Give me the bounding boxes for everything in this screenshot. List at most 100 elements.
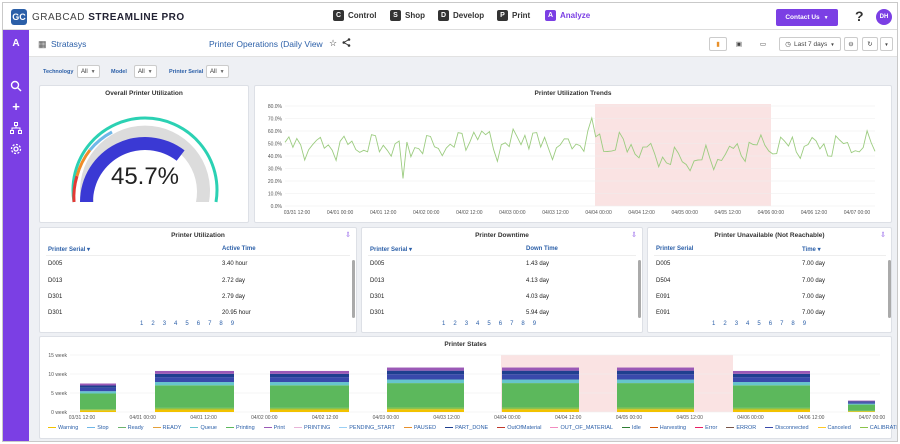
- state-bar-segment[interactable]: [270, 382, 349, 386]
- legend-item[interactable]: Disconnected: [765, 425, 809, 431]
- table-cell[interactable]: D301: [48, 310, 63, 316]
- state-bar-segment[interactable]: [387, 370, 464, 375]
- nav-develop[interactable]: D Develop: [438, 10, 484, 21]
- gear-icon[interactable]: [10, 143, 22, 155]
- state-bar-segment[interactable]: [617, 407, 694, 410]
- page-link[interactable]: 5: [185, 321, 189, 327]
- dashboard-title[interactable]: Printer Operations (Daily View: [209, 39, 323, 49]
- legend-item[interactable]: PENDING_START: [339, 425, 395, 431]
- star-icon[interactable]: ☆: [329, 38, 338, 48]
- share-icon[interactable]: [342, 38, 351, 49]
- table-cell[interactable]: 2.72 day: [222, 278, 246, 284]
- legend-item[interactable]: Queue: [190, 425, 217, 431]
- table-cell[interactable]: 4.03 day: [526, 294, 550, 300]
- legend-item[interactable]: Harvesting: [649, 425, 686, 431]
- state-bar-segment[interactable]: [270, 385, 349, 408]
- legend-item[interactable]: ERROR: [726, 425, 756, 431]
- page-link[interactable]: 6: [196, 321, 201, 327]
- table-cell[interactable]: 5.94 day: [526, 310, 550, 316]
- state-bar-segment[interactable]: [80, 393, 116, 410]
- page-link[interactable]: 1: [140, 321, 144, 327]
- page-link[interactable]: 5: [487, 321, 491, 327]
- state-bar-segment[interactable]: [617, 379, 694, 384]
- page-link[interactable]: 9: [802, 321, 807, 327]
- col-time[interactable]: Time ▾: [802, 246, 821, 253]
- page-link[interactable]: 7: [780, 321, 784, 327]
- table-cell[interactable]: D504: [656, 278, 671, 284]
- state-bar-segment[interactable]: [387, 379, 464, 384]
- state-bar-segment[interactable]: [387, 374, 464, 380]
- page-link[interactable]: 8: [521, 321, 525, 327]
- table-cell[interactable]: D005: [370, 261, 385, 267]
- refresh-interval-icon[interactable]: ▼: [880, 37, 893, 51]
- table-scrollbar[interactable]: [352, 260, 355, 318]
- save-icon[interactable]: ▣: [732, 37, 746, 51]
- table-cell[interactable]: 4.13 day: [526, 278, 550, 284]
- state-bar-segment[interactable]: [270, 370, 349, 374]
- nav-shop[interactable]: S Shop: [390, 10, 425, 21]
- tv-mode-icon[interactable]: ▭: [756, 37, 770, 51]
- col-printer-serial[interactable]: Printer Serial ▾: [370, 246, 412, 253]
- table-cell[interactable]: D301: [370, 294, 385, 300]
- table-cell[interactable]: E091: [656, 310, 671, 316]
- state-bar-segment[interactable]: [155, 377, 234, 383]
- state-bar-segment[interactable]: [617, 370, 694, 375]
- col-printer-serial[interactable]: Printer Serial ▾: [48, 246, 90, 253]
- col-printer-serial[interactable]: Printer Serial: [656, 246, 694, 252]
- state-bar-segment[interactable]: [848, 411, 875, 412]
- state-bar-segment[interactable]: [848, 403, 875, 405]
- legend-item[interactable]: Idle: [621, 425, 641, 431]
- legend-item[interactable]: Canceled: [817, 425, 851, 431]
- state-bar-segment[interactable]: [80, 387, 116, 392]
- state-bar-segment[interactable]: [733, 385, 810, 408]
- state-bar-segment[interactable]: [387, 367, 464, 371]
- state-bar-segment[interactable]: [733, 370, 810, 374]
- refresh-icon[interactable]: ↻: [862, 37, 878, 51]
- page-link[interactable]: 4: [746, 321, 750, 327]
- col-active-time[interactable]: Active Time: [222, 246, 256, 252]
- table-cell[interactable]: 7.00 day: [802, 310, 826, 316]
- page-link[interactable]: 5: [757, 321, 761, 327]
- state-bar-segment[interactable]: [848, 401, 875, 403]
- legend-item[interactable]: PAUSED: [403, 425, 436, 431]
- state-bar-segment[interactable]: [502, 370, 579, 375]
- hierarchy-icon[interactable]: [10, 122, 22, 134]
- state-bar-segment[interactable]: [270, 409, 349, 412]
- state-bar-segment[interactable]: [502, 383, 579, 408]
- nav-control[interactable]: C Control: [333, 10, 376, 21]
- legend-item[interactable]: CALIBRATING: [859, 425, 897, 431]
- user-avatar[interactable]: DH: [876, 9, 892, 25]
- table-cell[interactable]: E091: [656, 294, 671, 300]
- page-link[interactable]: 9: [532, 321, 537, 327]
- state-bar-segment[interactable]: [270, 377, 349, 383]
- legend-item[interactable]: OutOfMaterial: [497, 425, 541, 431]
- legend-item[interactable]: Ready: [117, 425, 144, 431]
- page-link[interactable]: 7: [510, 321, 514, 327]
- contact-us-button[interactable]: Contact Us ▼: [776, 9, 838, 26]
- model-select[interactable]: All ▼: [134, 65, 157, 78]
- page-link[interactable]: 4: [174, 321, 178, 327]
- nav-analyze[interactable]: A Analyze: [545, 10, 590, 21]
- table-cell[interactable]: D301: [48, 294, 63, 300]
- state-bar-segment[interactable]: [80, 383, 116, 386]
- state-bar-segment[interactable]: [155, 385, 234, 408]
- legend-item[interactable]: PRINTING: [293, 425, 330, 431]
- legend-item[interactable]: READY: [152, 425, 181, 431]
- state-bar-segment[interactable]: [502, 367, 579, 371]
- table-cell[interactable]: 20.95 hour: [222, 310, 251, 316]
- state-bar-segment[interactable]: [80, 410, 116, 412]
- nav-print[interactable]: P Print: [497, 10, 530, 21]
- search-icon[interactable]: [10, 80, 22, 92]
- app-logo[interactable]: GC GRABCAD STREAMLINE PRO: [11, 9, 185, 25]
- state-bar-segment[interactable]: [733, 373, 810, 378]
- page-link[interactable]: 6: [498, 321, 503, 327]
- table-cell[interactable]: D005: [656, 261, 671, 267]
- time-range-picker[interactable]: ◷ Last 7 days ▼: [779, 37, 841, 51]
- state-bar-segment[interactable]: [155, 407, 234, 410]
- table-scrollbar[interactable]: [638, 260, 641, 318]
- page-link[interactable]: 2: [453, 321, 457, 327]
- page-link[interactable]: 8: [791, 321, 795, 327]
- state-bar-segment[interactable]: [502, 374, 579, 380]
- zoom-out-icon[interactable]: ⊖: [844, 37, 858, 51]
- legend-item[interactable]: PART_DONE: [445, 425, 488, 431]
